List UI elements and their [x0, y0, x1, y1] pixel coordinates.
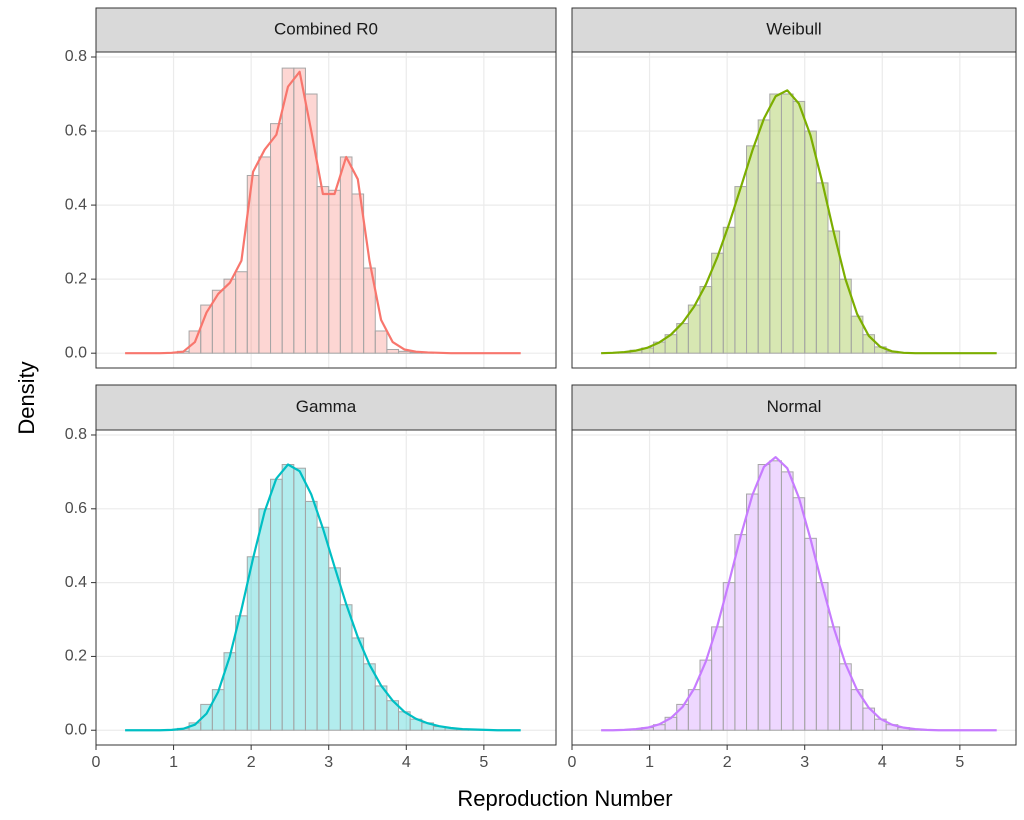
- panel-plot: [572, 52, 1016, 368]
- panel-plot: [572, 430, 1016, 745]
- histogram-bar: [351, 637, 365, 731]
- histogram-bar: [734, 534, 748, 731]
- x-tick-label: 0: [92, 754, 101, 771]
- histogram-bar: [281, 67, 295, 354]
- x-tick-label: 5: [479, 754, 488, 771]
- strip: [571, 7, 1017, 53]
- y-tick-label: 0.6: [65, 500, 87, 517]
- histogram-bar: [398, 350, 411, 354]
- histogram-bar: [792, 497, 806, 731]
- x-tick-label: 1: [645, 754, 654, 771]
- histogram-bar: [235, 615, 248, 731]
- panel-background: [96, 430, 556, 745]
- histogram-bar: [293, 467, 306, 731]
- histogram-bar: [386, 348, 400, 354]
- histogram-bar: [815, 582, 829, 731]
- histogram-bar: [293, 67, 306, 354]
- x-tick-label: 0: [568, 754, 577, 771]
- histogram-bar: [757, 464, 771, 731]
- x-tick-label: 2: [247, 754, 256, 771]
- histogram-bar: [235, 271, 248, 354]
- histogram-bar: [328, 189, 341, 354]
- histogram-bar: [757, 119, 771, 354]
- strip-label: Gamma: [296, 397, 357, 416]
- histogram-bar: [316, 186, 330, 354]
- histogram-bar: [339, 156, 353, 354]
- panel-background: [572, 52, 1016, 368]
- y-tick-label: 0.4: [65, 196, 87, 213]
- histogram-bar: [780, 93, 794, 354]
- x-axis-title: Reproduction Number: [457, 786, 672, 811]
- density-line: [601, 89, 997, 355]
- histogram-bar: [339, 604, 353, 731]
- panel-background: [96, 52, 556, 368]
- panel-plot: [96, 52, 556, 368]
- histogram-bar: [815, 182, 829, 354]
- histogram-bar: [363, 267, 376, 354]
- strip: [95, 7, 557, 53]
- y-tick-label: 0.2: [65, 648, 87, 665]
- strip-label: Normal: [767, 397, 822, 416]
- histogram-bar: [246, 556, 260, 731]
- histogram-bar: [722, 582, 736, 731]
- x-tick-label: 1: [169, 754, 178, 771]
- histogram-bar: [862, 334, 876, 354]
- histogram-bar: [270, 123, 283, 354]
- panel-border: [95, 429, 557, 746]
- histogram-bar: [804, 130, 817, 354]
- histogram-bar: [722, 226, 736, 354]
- density-line: [125, 70, 521, 355]
- x-tick-label: 4: [402, 754, 411, 771]
- histogram-bar: [769, 93, 782, 354]
- panel-border: [571, 429, 1017, 746]
- strip: [95, 384, 557, 431]
- y-tick-label: 0.2: [65, 270, 87, 287]
- histogram-bar: [699, 286, 713, 354]
- histogram-bar: [746, 145, 759, 354]
- histogram-bar: [769, 460, 782, 731]
- histogram-bar: [792, 100, 806, 354]
- histogram-bar: [711, 626, 724, 731]
- histogram-bar: [258, 508, 272, 731]
- y-tick-label: 0.0: [65, 721, 87, 738]
- histogram-bar: [374, 330, 388, 354]
- histogram-bar: [734, 186, 748, 354]
- y-axis-title: Density: [14, 361, 39, 434]
- histogram-bar: [223, 278, 237, 354]
- histogram-bar: [746, 493, 759, 731]
- histogram-bar: [258, 156, 272, 354]
- y-tick-label: 0.0: [65, 344, 87, 361]
- strip: [571, 384, 1017, 431]
- panel-border: [95, 51, 557, 369]
- histogram-bar: [804, 537, 817, 731]
- panel-border: [571, 51, 1017, 369]
- y-tick-label: 0.8: [65, 48, 87, 65]
- x-tick-label: 4: [878, 754, 887, 771]
- x-tick-label: 2: [723, 754, 732, 771]
- panel-plot: [96, 430, 556, 745]
- x-tick-label: 3: [800, 754, 809, 771]
- strip-label: Combined R0: [274, 19, 378, 38]
- histogram-bar: [328, 567, 341, 731]
- histogram-bar: [351, 193, 365, 354]
- density-line: [125, 463, 521, 732]
- density-line: [601, 456, 997, 732]
- histogram-bar: [270, 478, 283, 731]
- y-tick-label: 0.4: [65, 574, 87, 591]
- y-tick-label: 0.6: [65, 122, 87, 139]
- histogram-bar: [223, 652, 237, 731]
- histogram-bar: [304, 500, 318, 731]
- strip-label: Weibull: [766, 19, 821, 38]
- y-tick-label: 0.8: [65, 426, 87, 443]
- histogram-bar: [780, 471, 794, 731]
- histogram-bar: [316, 526, 330, 731]
- x-tick-label: 3: [324, 754, 333, 771]
- x-tick-label: 5: [955, 754, 964, 771]
- histogram-bar: [211, 689, 225, 731]
- histogram-bar: [281, 464, 295, 731]
